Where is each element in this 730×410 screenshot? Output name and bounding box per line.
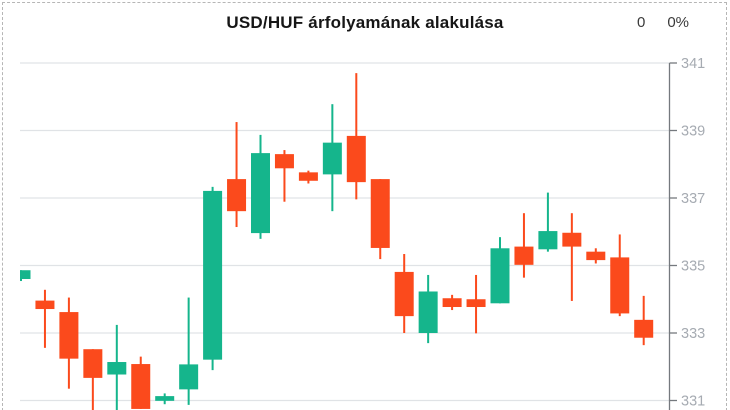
candle-body-down[interactable]	[634, 319, 654, 338]
candles-group	[12, 73, 654, 410]
candle-body-up[interactable]	[107, 362, 127, 375]
y-axis-label: 335	[681, 259, 705, 275]
candle-body-down[interactable]	[610, 257, 630, 314]
candle-body-down[interactable]	[346, 135, 366, 183]
candle-wick	[43, 289, 46, 348]
candle-wick	[235, 122, 238, 228]
change-percent: 0%	[667, 14, 689, 31]
candle-wick	[570, 213, 573, 301]
candle-body-down[interactable]	[562, 232, 582, 247]
candle-body-down[interactable]	[59, 312, 79, 359]
candle-body-up[interactable]	[12, 270, 31, 279]
candle-body-down[interactable]	[394, 271, 414, 317]
candle-wick	[546, 192, 549, 252]
y-axis-label: 333	[681, 326, 705, 342]
candle-body-down[interactable]	[442, 298, 462, 308]
candle-body-down[interactable]	[298, 172, 318, 181]
y-axis-label: 341	[681, 56, 705, 72]
candle-body-down[interactable]	[586, 251, 606, 261]
chart-title: USD/HUF árfolyamának alakulása	[226, 13, 504, 32]
y-axis-label: 337	[681, 191, 705, 207]
candle-body-up[interactable]	[490, 248, 510, 304]
candle-wick	[283, 150, 286, 202]
candle-body-up[interactable]	[538, 231, 558, 250]
candle-body-down[interactable]	[131, 364, 151, 409]
y-axis-label: 331	[681, 394, 705, 410]
candle-body-down[interactable]	[83, 349, 103, 378]
candle-wick	[522, 213, 525, 278]
candle-body-up[interactable]	[203, 190, 223, 360]
candle-wick	[91, 349, 94, 410]
candle-body-up[interactable]	[418, 291, 438, 333]
y-axis-label: 339	[681, 124, 705, 140]
change-indicators: 0 0%	[637, 14, 689, 31]
candle-body-down[interactable]	[227, 179, 247, 212]
candle-body-up[interactable]	[155, 396, 175, 401]
candle-body-up[interactable]	[251, 153, 270, 234]
candle-body-down[interactable]	[370, 179, 390, 248]
change-value: 0	[636, 14, 646, 31]
candle-body-up[interactable]	[322, 142, 342, 175]
chart-header: USD/HUF árfolyamának alakulása 0 0%	[0, 0, 730, 40]
candle-body-up[interactable]	[179, 364, 199, 390]
candle-body-down[interactable]	[274, 154, 294, 169]
candle-wick	[187, 297, 190, 405]
candle-body-down[interactable]	[514, 246, 534, 265]
candle-body-down[interactable]	[35, 300, 55, 310]
candle-body-down[interactable]	[466, 299, 486, 308]
